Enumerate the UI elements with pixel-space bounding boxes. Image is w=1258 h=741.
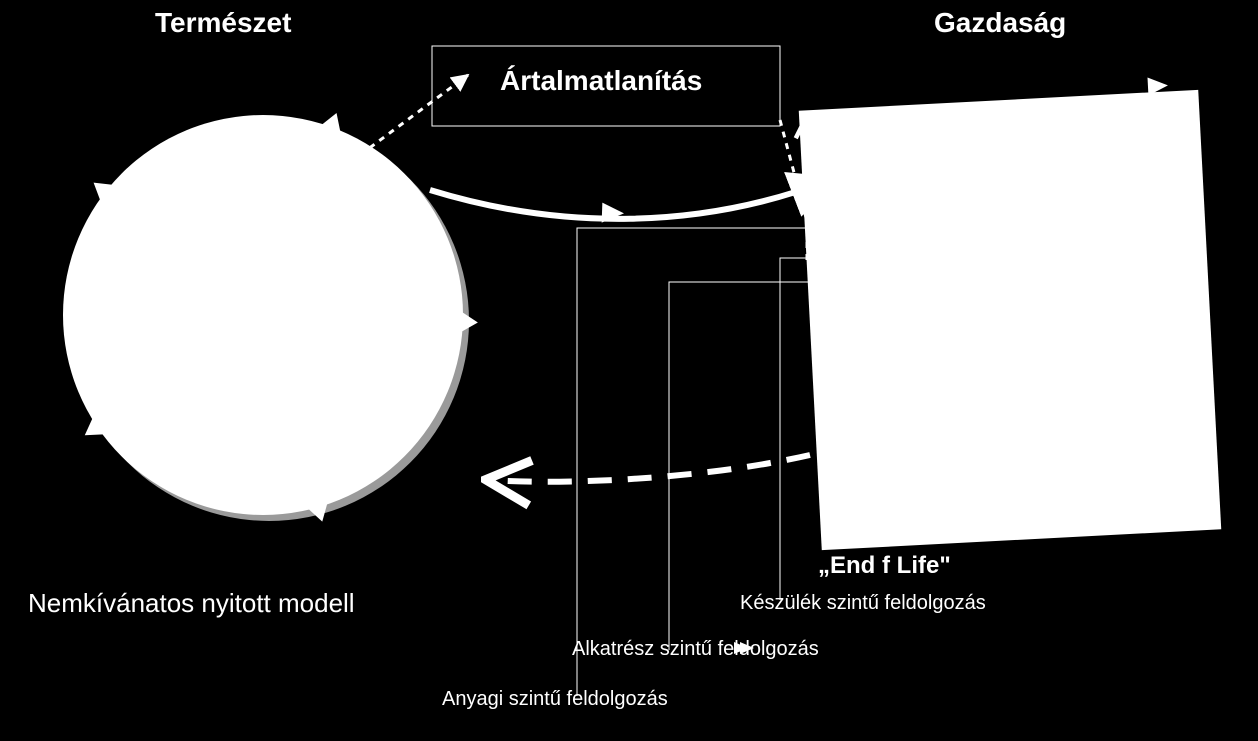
heading-economy: Gazdaság: [934, 7, 1066, 39]
arrow-return-dashed: [490, 455, 810, 482]
open-model-label: Nemkívánatos nyitott modell: [28, 588, 355, 619]
feed-lines: [577, 228, 818, 696]
economy-square: [798, 75, 1221, 550]
device-level-label: Készülék szintű feldolgozás: [740, 592, 986, 615]
eol-label: „End f Life": [818, 552, 951, 580]
heading-nature: Természet: [155, 7, 291, 39]
component-level-label: Alkatrész szintű feldolgozás: [572, 638, 819, 661]
diagram-stage: [0, 0, 1258, 741]
nature-circle: [63, 115, 463, 515]
arrow-to-economy: [430, 180, 830, 219]
arrow-circle-to-disposal: [360, 75, 468, 155]
material-level-label: Anyagi szintű feldolgozás: [442, 688, 668, 711]
disposal-label: Ártalmatlanítás: [500, 65, 702, 97]
